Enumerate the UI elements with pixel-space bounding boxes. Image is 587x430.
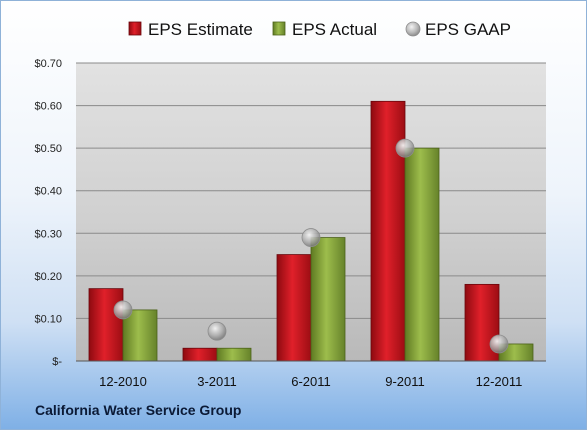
legend-label: EPS Actual	[292, 20, 377, 39]
legend-label: EPS Estimate	[148, 20, 253, 39]
y-tick-label: $0.40	[34, 186, 62, 198]
bar-eps-estimate	[276, 254, 312, 362]
x-category-label: 6-2011	[291, 374, 331, 389]
legend: EPS Estimate EPS Actual EPS GAAP	[128, 20, 511, 39]
marker-eps-gaap	[489, 334, 509, 354]
gaap-markers	[113, 138, 509, 354]
bar-eps-actual	[404, 147, 440, 362]
x-category-label: 9-2011	[385, 374, 425, 389]
y-tick-label: $0.70	[34, 58, 62, 70]
y-tick-label: $0.60	[34, 101, 62, 113]
bars	[88, 100, 534, 362]
x-category-label: 12-2010	[99, 374, 147, 389]
y-tick-label: $0.50	[34, 143, 62, 155]
bar-eps-estimate	[182, 347, 218, 362]
bar-eps-estimate	[88, 288, 124, 362]
y-tick-label: $0.20	[34, 271, 62, 283]
y-tick-label: $-	[52, 356, 62, 368]
marker-eps-gaap	[301, 228, 321, 247]
marker-eps-gaap	[395, 138, 415, 158]
legend-label: EPS GAAP	[425, 20, 511, 39]
axes: $- $0.10 $0.20 $0.30 $0.40 $0.50 $0.60 $0.70 12-…	[34, 58, 546, 389]
marker-eps-gaap	[207, 321, 227, 341]
legend-swatch	[272, 21, 286, 36]
legend-swatch	[128, 21, 142, 36]
bar-eps-actual	[310, 237, 346, 362]
y-tick-label: $0.10	[34, 313, 62, 325]
x-category-label: 3-2011	[197, 374, 237, 389]
bar-eps-actual	[122, 309, 158, 362]
company-name: California Water Service Group	[35, 402, 242, 418]
bar-eps-actual	[216, 347, 252, 362]
x-category-label: 12-2011	[476, 374, 523, 389]
legend-swatch	[405, 21, 421, 37]
marker-eps-gaap	[113, 300, 133, 320]
y-tick-label: $0.30	[34, 228, 62, 240]
